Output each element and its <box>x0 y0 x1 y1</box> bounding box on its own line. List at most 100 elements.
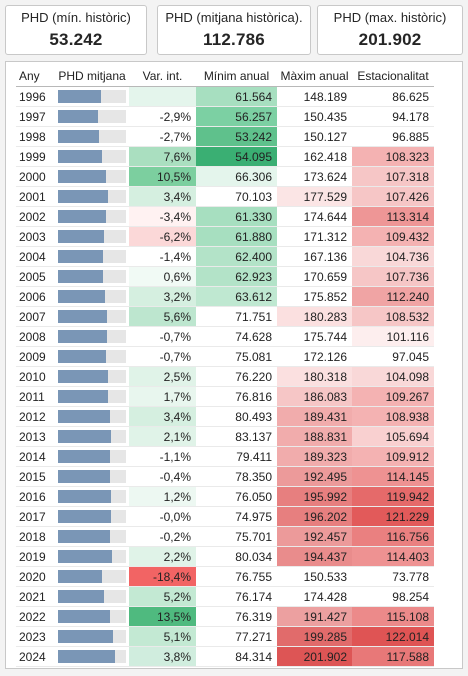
table-row[interactable]: 2001 3,4% 70.103 177.529 107.426 <box>16 186 434 207</box>
cell-phd-mitjana-bar <box>55 306 129 327</box>
table-row[interactable]: 2002 -3,4% 61.330 174.644 113.314 <box>16 206 434 227</box>
cell-estacionalitat: 107.318 <box>352 166 434 187</box>
col-header-minim-anual[interactable]: Mínim anual <box>196 66 277 87</box>
cell-estacionalitat: 107.736 <box>352 266 434 287</box>
cell-var-int: 2,5% <box>129 366 196 387</box>
cell-minim-anual: 74.975 <box>196 506 277 527</box>
cell-var-int: 1,2% <box>129 486 196 507</box>
phd-bar-track <box>58 550 126 563</box>
cell-minim-anual: 53.242 <box>196 126 277 147</box>
table-row[interactable]: 2018 -0,2% 75.701 192.457 116.756 <box>16 526 434 547</box>
col-header-maxim-anual[interactable]: Màxim anual <box>277 66 352 87</box>
table-row[interactable]: 2024 3,8% 84.314 201.902 117.588 <box>16 646 434 667</box>
cell-var-int: 2,1% <box>129 426 196 447</box>
cell-any: 2024 <box>16 646 55 667</box>
table-row[interactable]: 2005 0,6% 62.923 170.659 107.736 <box>16 266 434 287</box>
cell-maxim-anual: 188.831 <box>277 426 352 447</box>
cell-any: 1996 <box>16 86 55 107</box>
col-header-any[interactable]: Any <box>16 66 55 87</box>
cell-any: 2020 <box>16 566 55 587</box>
cell-any: 2022 <box>16 606 55 627</box>
phd-bar-track <box>58 270 126 283</box>
table-row[interactable]: 2013 2,1% 83.137 188.831 105.694 <box>16 426 434 447</box>
cell-var-int: 3,4% <box>129 186 196 207</box>
table-row[interactable]: 2000 10,5% 66.306 173.624 107.318 <box>16 166 434 187</box>
cell-var-int: -0,7% <box>129 326 196 347</box>
phd-bar-track <box>58 90 126 103</box>
phd-bar-track <box>58 450 126 463</box>
cell-minim-anual: 80.493 <box>196 406 277 427</box>
phd-bar-track <box>58 470 126 483</box>
phd-bar-track <box>58 290 126 303</box>
cell-minim-anual: 61.564 <box>196 86 277 107</box>
phd-bar-fill <box>58 630 114 643</box>
cell-maxim-anual: 170.659 <box>277 266 352 287</box>
cell-phd-mitjana-bar <box>55 506 129 527</box>
kpi-card-max[interactable]: PHD (max. històric) 201.902 <box>317 5 463 55</box>
phd-bar-fill <box>58 510 112 523</box>
cell-any: 2015 <box>16 466 55 487</box>
table-row[interactable]: 2008 -0,7% 74.628 175.744 101.116 <box>16 326 434 347</box>
kpi-card-min[interactable]: PHD (mín. històric) 53.242 <box>5 5 147 55</box>
table-row[interactable]: 2007 5,6% 71.751 180.283 108.532 <box>16 306 434 327</box>
cell-phd-mitjana-bar <box>55 326 129 347</box>
kpi-card-mean[interactable]: PHD (mitjana històrica). 112.786 <box>157 5 311 55</box>
col-header-phd-mitjana[interactable]: PHD mitjana <box>55 66 129 87</box>
phd-bar-fill <box>58 550 112 563</box>
cell-phd-mitjana-bar <box>55 346 129 367</box>
cell-minim-anual: 70.103 <box>196 186 277 207</box>
table-row[interactable]: 2019 2,2% 80.034 194.437 114.403 <box>16 546 434 567</box>
cell-minim-anual: 61.880 <box>196 226 277 247</box>
table-row[interactable]: 1999 7,6% 54.095 162.418 108.323 <box>16 146 434 167</box>
table-row[interactable]: 2022 13,5% 76.319 191.427 115.108 <box>16 606 434 627</box>
table-row[interactable]: 2012 3,4% 80.493 189.431 108.938 <box>16 406 434 427</box>
cell-maxim-anual: 195.992 <box>277 486 352 507</box>
cell-minim-anual: 62.923 <box>196 266 277 287</box>
table-row[interactable]: 2014 -1,1% 79.411 189.323 109.912 <box>16 446 434 467</box>
table-row[interactable]: 1998 -2,7% 53.242 150.127 96.885 <box>16 126 434 147</box>
cell-maxim-anual: 175.744 <box>277 326 352 347</box>
cell-estacionalitat: 116.756 <box>352 526 434 547</box>
table-row[interactable]: 2006 3,2% 63.612 175.852 112.240 <box>16 286 434 307</box>
table-row[interactable]: 2011 1,7% 76.816 186.083 109.267 <box>16 386 434 407</box>
phd-bar-track <box>58 630 126 643</box>
cell-minim-anual: 76.220 <box>196 366 277 387</box>
col-header-estacionalitat[interactable]: Estacionalitat <box>352 66 434 87</box>
cell-any: 2014 <box>16 446 55 467</box>
table-row[interactable]: 1996 61.564 148.189 86.625 <box>16 86 434 107</box>
cell-estacionalitat: 107.426 <box>352 186 434 207</box>
cell-minim-anual: 75.701 <box>196 526 277 547</box>
table-row[interactable]: 2016 1,2% 76.050 195.992 119.942 <box>16 486 434 507</box>
cell-maxim-anual: 167.136 <box>277 246 352 267</box>
cell-maxim-anual: 189.431 <box>277 406 352 427</box>
phd-bar-track <box>58 310 126 323</box>
phd-bar-track <box>58 650 126 663</box>
cell-var-int: 3,8% <box>129 646 196 667</box>
table-row[interactable]: 2010 2,5% 76.220 180.318 104.098 <box>16 366 434 387</box>
cell-var-int: -0,7% <box>129 346 196 367</box>
cell-maxim-anual: 196.202 <box>277 506 352 527</box>
cell-var-int: -6,2% <box>129 226 196 247</box>
cell-minim-anual: 78.350 <box>196 466 277 487</box>
table-row[interactable]: 2020 -18,4% 76.755 150.533 73.778 <box>16 566 434 587</box>
cell-estacionalitat: 108.323 <box>352 146 434 167</box>
table-row[interactable]: 2009 -0,7% 75.081 172.126 97.045 <box>16 346 434 367</box>
cell-maxim-anual: 172.126 <box>277 346 352 367</box>
col-header-var-int[interactable]: Var. int. <box>129 66 196 87</box>
cell-phd-mitjana-bar <box>55 466 129 487</box>
table-row[interactable]: 2021 5,2% 76.174 174.428 98.254 <box>16 586 434 607</box>
table-body: 1996 61.564 148.189 86.625 1997 -2,9% 56.257 15… <box>16 86 434 667</box>
table-row[interactable]: 2023 5,1% 77.271 199.285 122.014 <box>16 626 434 647</box>
cell-phd-mitjana-bar <box>55 566 129 587</box>
table-row[interactable]: 2015 -0,4% 78.350 192.495 114.145 <box>16 466 434 487</box>
phd-bar-track <box>58 370 126 383</box>
phd-bar-fill <box>58 430 112 443</box>
table-row[interactable]: 1997 -2,9% 56.257 150.435 94.178 <box>16 106 434 127</box>
table-row[interactable]: 2003 -6,2% 61.880 171.312 109.432 <box>16 226 434 247</box>
cell-estacionalitat: 97.045 <box>352 346 434 367</box>
phd-bar-track <box>58 230 126 243</box>
table-row[interactable]: 2017 -0,0% 74.975 196.202 121.229 <box>16 506 434 527</box>
cell-maxim-anual: 150.533 <box>277 566 352 587</box>
table-row[interactable]: 2004 -1,4% 62.400 167.136 104.736 <box>16 246 434 267</box>
cell-minim-anual: 76.319 <box>196 606 277 627</box>
